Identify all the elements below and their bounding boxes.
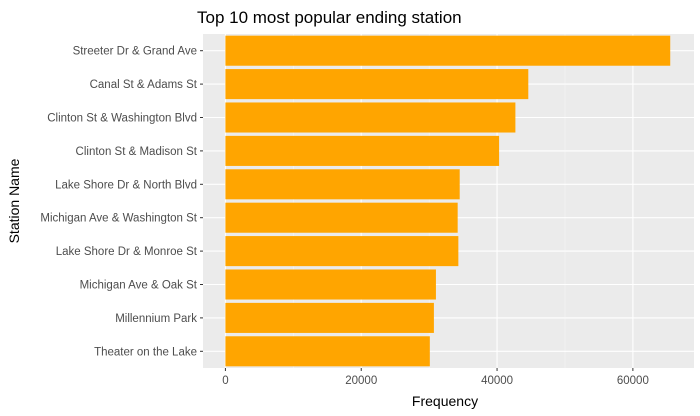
y-axis: Streeter Dr & Grand Ave Canal St & Adams … — [40, 46, 203, 358]
bar — [225, 135, 500, 166]
y-tick-label: Millennium Park — [115, 313, 197, 325]
y-tick-label: Theater on the Lake — [94, 346, 197, 358]
bars — [225, 35, 671, 367]
x-tick-label: 0 — [222, 375, 228, 387]
x-tick-label: 20000 — [345, 375, 377, 387]
bar — [225, 169, 460, 200]
x-axis-title: Frequency — [412, 393, 478, 409]
bar — [225, 35, 671, 66]
y-tick-label: Streeter Dr & Grand Ave — [73, 46, 197, 58]
bar — [225, 102, 516, 133]
chart-title: Top 10 most popular ending station — [197, 8, 462, 27]
y-tick-label: Clinton St & Madison St — [76, 146, 198, 158]
y-tick-label: Lake Shore Dr & Monroe St — [56, 246, 198, 258]
bar — [225, 336, 430, 367]
x-tick-label: 60000 — [617, 375, 649, 387]
bar — [225, 236, 459, 267]
y-tick-label: Clinton St & Washington Blvd — [47, 113, 197, 125]
bar — [225, 202, 458, 233]
y-tick-label: Canal St & Adams St — [90, 79, 198, 91]
bar — [225, 269, 436, 300]
bar — [225, 69, 529, 100]
x-tick-label: 40000 — [481, 375, 513, 387]
y-tick-label: Michigan Ave & Washington St — [40, 213, 197, 225]
y-axis-title: Station Name — [6, 158, 22, 243]
x-axis: 0 20000 40000 60000 — [222, 368, 649, 387]
y-tick-label: Michigan Ave & Oak St — [80, 280, 198, 292]
bar — [225, 302, 434, 333]
y-tick-label: Lake Shore Dr & North Blvd — [55, 179, 197, 191]
